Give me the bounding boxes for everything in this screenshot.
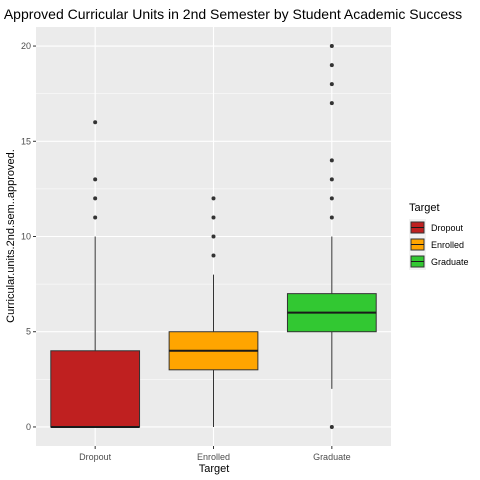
outlier-point <box>329 63 334 68</box>
outlier-point <box>329 177 334 182</box>
chart-title: Approved Curricular Units in 2nd Semeste… <box>4 6 462 22</box>
legend-item-dropout: Dropout <box>409 219 464 236</box>
box-graduate <box>286 44 377 429</box>
outlier-point <box>329 101 334 106</box>
outlier-point <box>211 215 216 220</box>
outlier-point <box>329 215 334 220</box>
outlier-point <box>93 196 98 201</box>
boxes-layer <box>50 44 377 429</box>
legend-item-graduate: Graduate <box>409 253 469 270</box>
box-body <box>50 350 141 428</box>
y-tick-label: 10 <box>21 232 31 242</box>
x-axis-title: Target <box>199 463 230 475</box>
y-tick-label: 5 <box>26 327 31 337</box>
outlier-point <box>329 158 334 163</box>
outlier-point <box>211 253 216 258</box>
x-tick-label: Graduate <box>313 452 351 462</box>
legend-title: Target <box>409 202 440 214</box>
x-tick-label: Enrolled <box>197 452 230 462</box>
outlier-point <box>329 82 334 87</box>
legend: Target Dropout Enrolled Graduate <box>409 202 469 270</box>
outlier-point <box>329 196 334 201</box>
y-axis-ticks: 0 5 10 15 20 <box>21 41 36 432</box>
y-tick-label: 15 <box>21 136 31 146</box>
legend-label: Dropout <box>431 223 464 233</box>
x-axis-ticks: Dropout Enrolled Graduate <box>79 446 351 462</box>
y-axis-title: Curricular.units.2nd.sem..approved. <box>5 149 17 323</box>
outlier-point <box>93 215 98 220</box>
legend-item-enrolled: Enrolled <box>409 236 464 253</box>
outlier-point <box>211 234 216 239</box>
legend-label: Enrolled <box>431 240 464 250</box>
x-tick-label: Dropout <box>79 452 112 462</box>
box-dropout <box>50 120 141 428</box>
y-tick-label: 0 <box>26 422 31 432</box>
y-tick-label: 20 <box>21 41 31 51</box>
box-enrolled <box>168 196 259 427</box>
legend-label: Graduate <box>431 257 469 267</box>
outlier-point <box>329 424 334 429</box>
outlier-point <box>329 44 334 49</box>
outlier-point <box>93 177 98 182</box>
outlier-point <box>93 120 98 125</box>
outlier-point <box>211 196 216 201</box>
